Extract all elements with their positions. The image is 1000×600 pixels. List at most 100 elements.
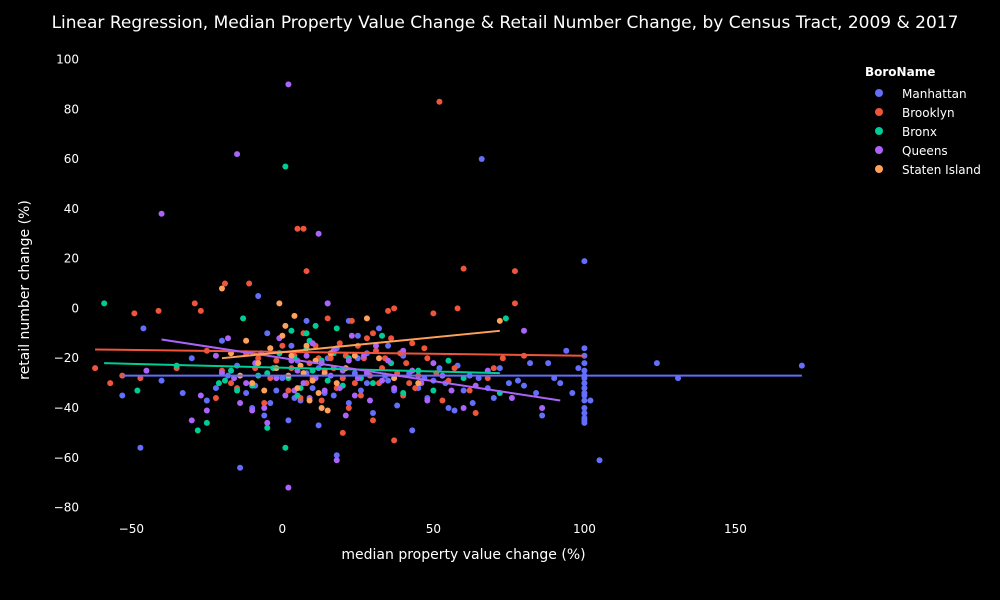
data-point-queens[interactable] — [315, 230, 322, 237]
data-point-brooklyn[interactable] — [285, 387, 292, 394]
data-point-manhattan[interactable] — [330, 392, 337, 399]
data-point-brooklyn[interactable] — [430, 310, 437, 317]
data-point-brooklyn[interactable] — [424, 355, 431, 362]
data-point-manhattan[interactable] — [409, 427, 416, 434]
data-point-manhattan[interactable] — [218, 337, 225, 344]
data-point-manhattan[interactable] — [188, 355, 195, 362]
data-point-queens[interactable] — [285, 81, 292, 88]
data-point-bronx[interactable] — [282, 444, 289, 451]
data-point-queens[interactable] — [285, 484, 292, 491]
data-point-queens[interactable] — [303, 352, 310, 359]
data-point-staten-island[interactable] — [496, 317, 503, 324]
data-point-manhattan[interactable] — [261, 412, 268, 419]
data-point-brooklyn[interactable] — [460, 265, 467, 272]
data-point-queens[interactable] — [243, 380, 250, 387]
data-point-staten-island[interactable] — [303, 342, 310, 349]
data-point-brooklyn[interactable] — [421, 345, 428, 352]
data-point-staten-island[interactable] — [376, 355, 383, 362]
data-point-bronx[interactable] — [221, 377, 228, 384]
data-point-manhattan[interactable] — [212, 385, 219, 392]
data-point-manhattan[interactable] — [653, 360, 660, 367]
data-point-bronx[interactable] — [282, 163, 289, 170]
data-point-brooklyn[interactable] — [279, 342, 286, 349]
data-point-queens[interactable] — [321, 387, 328, 394]
data-point-queens[interactable] — [373, 342, 379, 349]
data-point-bronx[interactable] — [228, 367, 235, 374]
data-point-brooklyn[interactable] — [327, 355, 334, 362]
data-point-queens[interactable] — [234, 151, 241, 158]
data-point-brooklyn[interactable] — [339, 429, 346, 436]
data-point-brooklyn[interactable] — [511, 300, 518, 307]
data-point-queens[interactable] — [521, 327, 527, 334]
data-point-queens[interactable] — [424, 397, 431, 404]
data-point-bronx[interactable] — [240, 315, 247, 322]
data-point-queens[interactable] — [351, 392, 358, 399]
data-point-brooklyn[interactable] — [406, 380, 413, 387]
data-point-queens[interactable] — [448, 387, 455, 394]
data-point-manhattan[interactable] — [357, 387, 364, 394]
data-point-manhattan[interactable] — [354, 332, 361, 339]
data-point-brooklyn[interactable] — [92, 365, 99, 372]
data-point-manhattan[interactable] — [315, 422, 322, 429]
data-point-staten-island[interactable] — [249, 380, 256, 387]
data-point-brooklyn[interactable] — [318, 397, 325, 404]
data-point-queens[interactable] — [264, 419, 271, 426]
data-point-manhattan[interactable] — [385, 377, 392, 384]
legend-item-queens[interactable]: Queens — [865, 141, 981, 160]
data-point-brooklyn[interactable] — [261, 400, 268, 406]
data-point-manhattan[interactable] — [445, 404, 452, 411]
data-point-manhattan[interactable] — [581, 409, 588, 416]
data-point-staten-island[interactable] — [288, 352, 295, 359]
data-point-queens[interactable] — [385, 357, 392, 364]
data-point-staten-island[interactable] — [315, 390, 322, 397]
data-point-manhattan[interactable] — [575, 365, 582, 372]
data-point-manhattan[interactable] — [460, 387, 467, 394]
data-point-staten-island[interactable] — [294, 385, 301, 392]
data-point-bronx[interactable] — [215, 380, 222, 387]
data-point-queens[interactable] — [391, 385, 398, 392]
data-point-brooklyn[interactable] — [246, 280, 253, 287]
data-point-brooklyn[interactable] — [439, 397, 446, 404]
data-point-manhattan[interactable] — [158, 377, 165, 384]
data-point-staten-island[interactable] — [351, 352, 358, 359]
data-point-staten-island[interactable] — [279, 332, 286, 339]
data-point-brooklyn[interactable] — [369, 417, 376, 424]
data-point-manhattan[interactable] — [451, 407, 458, 414]
legend-item-brooklyn[interactable]: Brooklyn — [865, 103, 981, 122]
data-point-queens[interactable] — [508, 395, 515, 402]
data-point-queens[interactable] — [261, 404, 268, 411]
data-point-queens[interactable] — [430, 360, 437, 367]
data-point-brooklyn[interactable] — [221, 280, 228, 287]
data-point-bronx[interactable] — [445, 357, 452, 364]
data-point-manhattan[interactable] — [563, 347, 570, 354]
data-point-queens[interactable] — [212, 352, 219, 359]
legend[interactable]: BoroName Manhattan Brooklyn Bronx Queens Sta… — [865, 64, 981, 179]
data-point-brooklyn[interactable] — [466, 387, 473, 394]
data-point-manhattan[interactable] — [581, 345, 588, 352]
data-point-manhattan[interactable] — [394, 402, 401, 409]
data-point-brooklyn[interactable] — [454, 305, 461, 312]
data-point-manhattan[interactable] — [596, 457, 603, 464]
data-point-manhattan[interactable] — [581, 258, 588, 265]
data-point-manhattan[interactable] — [436, 365, 443, 372]
data-point-manhattan[interactable] — [273, 387, 280, 394]
data-point-staten-island[interactable] — [309, 377, 316, 384]
data-point-bronx[interactable] — [134, 387, 141, 394]
legend-item-bronx[interactable]: Bronx — [865, 122, 981, 141]
data-point-queens[interactable] — [333, 457, 340, 464]
data-point-manhattan[interactable] — [264, 330, 271, 337]
data-point-brooklyn[interactable] — [155, 307, 162, 314]
data-point-queens[interactable] — [345, 357, 352, 364]
data-point-queens[interactable] — [225, 335, 231, 342]
data-point-staten-island[interactable] — [324, 407, 331, 414]
data-point-staten-island[interactable] — [276, 300, 283, 307]
data-point-queens[interactable] — [249, 407, 256, 414]
data-point-manhattan[interactable] — [303, 317, 310, 324]
data-point-manhattan[interactable] — [363, 380, 370, 387]
data-point-bronx[interactable] — [294, 392, 301, 399]
data-point-bronx[interactable] — [194, 427, 201, 434]
data-point-brooklyn[interactable] — [357, 392, 364, 399]
data-point-manhattan[interactable] — [345, 400, 352, 406]
data-point-brooklyn[interactable] — [228, 380, 235, 387]
data-point-manhattan[interactable] — [557, 380, 564, 387]
